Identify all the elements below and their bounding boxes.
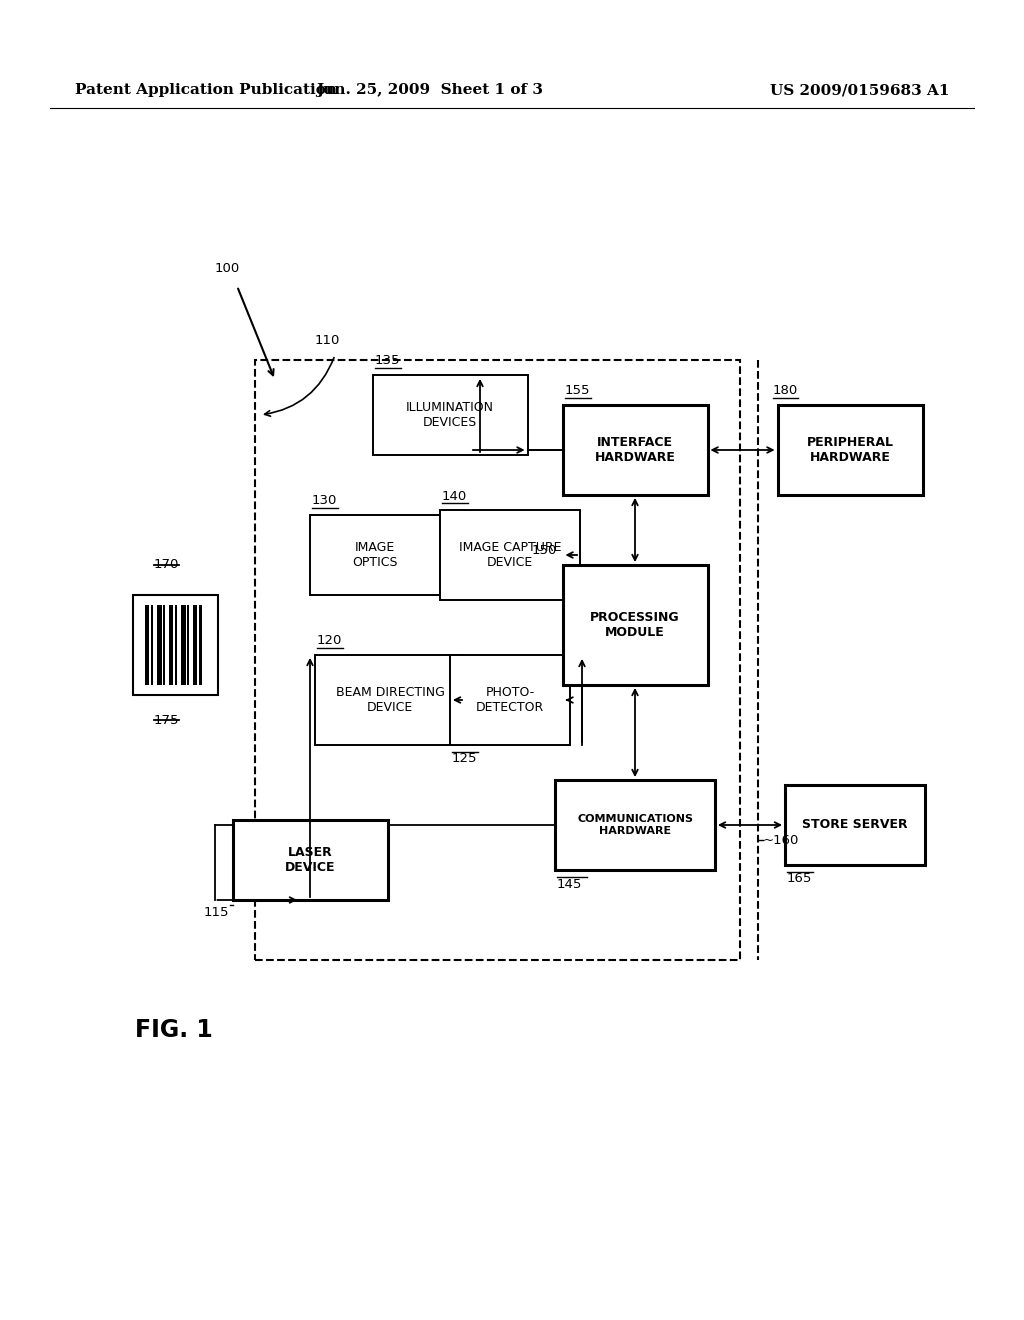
Text: 165: 165 xyxy=(787,873,812,886)
Text: PERIPHERAL
HARDWARE: PERIPHERAL HARDWARE xyxy=(807,436,894,465)
Bar xyxy=(255,360,740,960)
Text: 115: 115 xyxy=(204,906,229,919)
Text: COMMUNICATIONS
HARDWARE: COMMUNICATIONS HARDWARE xyxy=(577,814,693,836)
Text: 120: 120 xyxy=(317,635,342,648)
Bar xyxy=(145,605,150,685)
Text: 170: 170 xyxy=(154,558,179,572)
Bar xyxy=(181,605,186,685)
Bar xyxy=(169,605,173,685)
Text: LASER
DEVICE: LASER DEVICE xyxy=(285,846,335,874)
Text: IMAGE
OPTICS: IMAGE OPTICS xyxy=(352,541,397,569)
Text: IMAGE CAPTURE
DEVICE: IMAGE CAPTURE DEVICE xyxy=(459,541,561,569)
Text: 135: 135 xyxy=(375,355,400,367)
Text: PHOTO-
DETECTOR: PHOTO- DETECTOR xyxy=(476,686,544,714)
Text: ILLUMINATION
DEVICES: ILLUMINATION DEVICES xyxy=(406,401,494,429)
Text: 110: 110 xyxy=(315,334,340,346)
Bar xyxy=(777,405,923,495)
Text: FIG. 1: FIG. 1 xyxy=(135,1018,213,1041)
Text: Patent Application Publication: Patent Application Publication xyxy=(75,83,337,96)
Bar xyxy=(562,405,708,495)
Text: STORE SERVER: STORE SERVER xyxy=(802,818,908,832)
Bar xyxy=(785,785,925,865)
Text: INTERFACE
HARDWARE: INTERFACE HARDWARE xyxy=(595,436,676,465)
Bar xyxy=(562,565,708,685)
Text: 140: 140 xyxy=(442,490,467,503)
Bar xyxy=(232,820,387,900)
Bar xyxy=(132,595,217,696)
Bar xyxy=(193,605,197,685)
Text: 100: 100 xyxy=(215,261,241,275)
Bar xyxy=(450,655,570,744)
Bar xyxy=(310,515,440,595)
Text: BEAM DIRECTING
DEVICE: BEAM DIRECTING DEVICE xyxy=(336,686,444,714)
Text: 130: 130 xyxy=(312,495,337,507)
Bar xyxy=(187,605,189,685)
Bar xyxy=(315,655,465,744)
Bar xyxy=(157,605,162,685)
Text: PROCESSING
MODULE: PROCESSING MODULE xyxy=(590,611,680,639)
Text: 180: 180 xyxy=(772,384,798,397)
Text: 175: 175 xyxy=(154,714,179,726)
Bar xyxy=(373,375,527,455)
Text: 145: 145 xyxy=(557,878,583,891)
Bar xyxy=(163,605,165,685)
Text: 155: 155 xyxy=(564,384,590,397)
Bar xyxy=(199,605,202,685)
Text: Jun. 25, 2009  Sheet 1 of 3: Jun. 25, 2009 Sheet 1 of 3 xyxy=(316,83,544,96)
Bar xyxy=(555,780,715,870)
Bar xyxy=(151,605,153,685)
Text: 150: 150 xyxy=(531,544,556,557)
Text: US 2009/0159683 A1: US 2009/0159683 A1 xyxy=(770,83,950,96)
Text: 125: 125 xyxy=(452,752,477,766)
Bar xyxy=(175,605,177,685)
Text: ~160: ~160 xyxy=(763,833,800,846)
Bar xyxy=(440,510,580,601)
